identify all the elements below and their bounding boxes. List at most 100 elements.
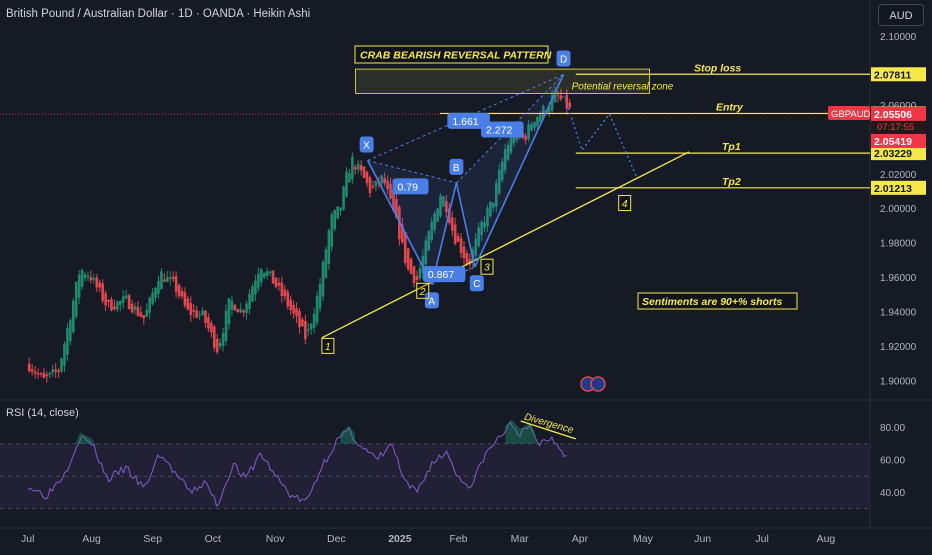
candle-body [230, 300, 234, 310]
rsi-tick-label: 80.00 [880, 423, 905, 434]
candle-body [324, 249, 328, 278]
price-tick-label: 1.94000 [880, 307, 917, 318]
candle-body [298, 310, 301, 328]
pattern-point-badge [556, 50, 571, 67]
price-tick-label: 2.00000 [880, 204, 917, 215]
candle-body [345, 171, 348, 197]
candle-body [500, 161, 504, 181]
level-price-tag-text: 2.01213 [874, 183, 912, 195]
candle-body [556, 95, 560, 97]
symbol-header: British Pound / Australian Dollar · 1D ·… [6, 8, 311, 20]
candle-body [445, 200, 448, 213]
candle-body [503, 149, 507, 171]
candle-body [450, 217, 454, 232]
sentiment-box [637, 292, 798, 310]
candle-body [154, 287, 157, 299]
candle-body [268, 271, 272, 274]
pattern-ratio-text: 1.661 [452, 116, 478, 128]
candle-body [227, 298, 231, 325]
pattern-ratio-text: 0.79 [398, 181, 419, 193]
pattern-point-label: X [363, 141, 370, 152]
candle-body [356, 163, 360, 170]
candle-body [386, 180, 389, 190]
candle-body [98, 282, 102, 288]
price-tick-label: 1.98000 [880, 239, 917, 250]
current-price-text: 2.05506 [874, 109, 912, 121]
candle-body [142, 315, 146, 319]
candle-body [83, 274, 87, 279]
wave-label-box [618, 195, 632, 212]
candle-body [101, 283, 104, 302]
time-tick-label: Jun [694, 533, 711, 545]
candle-body [262, 272, 266, 278]
candle-body [104, 293, 107, 306]
pattern-ratio-badge [481, 121, 524, 138]
pattern-ratio-text: 0.867 [428, 269, 454, 281]
wave-label: 2 [419, 286, 426, 298]
rsi-overbought-fill [505, 420, 536, 444]
candle-body [536, 116, 539, 127]
currency-button[interactable]: AUD [878, 4, 924, 26]
candle-body [274, 277, 278, 288]
sentiment-text: Sentiments are 90+% shorts [642, 296, 783, 308]
low-price-tag [871, 133, 926, 148]
candle-body [474, 238, 478, 256]
candle-body [351, 156, 354, 180]
level-label: Entry [716, 101, 744, 113]
candle-body [63, 343, 66, 366]
candle-body [107, 299, 110, 302]
candle-body [383, 178, 386, 184]
wave-label: 3 [484, 262, 490, 274]
divergence-line [520, 420, 576, 440]
candle-body [292, 304, 295, 314]
candle-body [45, 374, 49, 377]
candle-body [27, 363, 31, 371]
current-price-tag [871, 106, 926, 121]
candle-body [539, 114, 542, 122]
time-tick-label: Feb [449, 533, 467, 545]
candle-body [553, 91, 557, 103]
candle-body [236, 309, 240, 313]
candle-body [321, 261, 325, 297]
level-price-tag [871, 67, 926, 82]
candle-body [157, 281, 160, 295]
candle-body [365, 171, 369, 184]
news-flag-icon[interactable] [590, 376, 606, 392]
candle-body [306, 329, 310, 331]
candle-body [330, 214, 334, 247]
candle-body [218, 343, 222, 347]
candle-body [342, 186, 345, 210]
candle-body [565, 94, 569, 109]
reversal-zone-box [355, 68, 651, 94]
candle-body [189, 303, 193, 316]
wave-label-box [416, 282, 430, 299]
candle-body [48, 372, 52, 375]
candle-body [453, 224, 457, 244]
level-label: Tp2 [722, 176, 741, 188]
symbol-tag [828, 105, 870, 120]
time-tick-label: May [633, 533, 654, 545]
candle-body [289, 299, 292, 310]
candle-body [359, 165, 363, 171]
candle-body [280, 282, 284, 297]
candle-body [477, 227, 480, 247]
time-tick-label: Jul [755, 533, 768, 545]
pattern-point-label: A [428, 296, 435, 307]
pattern-leg [455, 182, 476, 268]
candle-body [480, 221, 483, 235]
candle-body [380, 175, 384, 184]
candle-body [497, 169, 501, 194]
price-tick-label: 2.10000 [880, 32, 917, 43]
pattern-ratio-badge [422, 266, 466, 283]
rsi-overbought-fill [70, 432, 99, 444]
candle-body [57, 370, 60, 373]
candle-body [427, 231, 431, 251]
projected-path [564, 98, 638, 178]
candle-body [265, 271, 269, 277]
candle-body [121, 296, 125, 303]
candle-body [160, 271, 163, 290]
candle-body [353, 166, 357, 170]
candle-body [177, 284, 181, 297]
